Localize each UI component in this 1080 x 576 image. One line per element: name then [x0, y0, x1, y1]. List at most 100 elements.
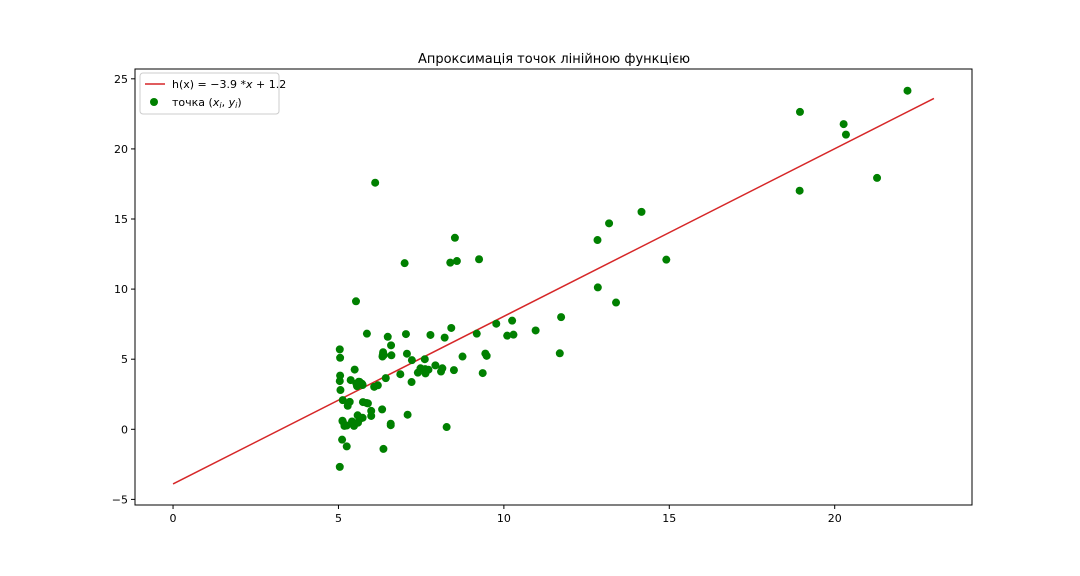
data-point-91	[795, 186, 804, 195]
data-point-49	[338, 396, 347, 405]
data-point-75	[420, 355, 429, 364]
data-point-28	[605, 219, 614, 228]
data-point-27	[531, 326, 540, 335]
data-point-4	[362, 329, 371, 338]
data-point-59	[426, 330, 435, 339]
data-point-76	[407, 356, 416, 365]
legend-points-label-sep: ,	[222, 96, 229, 109]
data-point-35	[431, 361, 440, 370]
data-point-5	[446, 258, 455, 267]
data-point-81	[335, 462, 344, 471]
data-point-38	[593, 283, 602, 292]
legend-points-label-x-sub: i	[219, 101, 222, 110]
x-tick-label-0: 0	[170, 512, 177, 525]
data-point-96	[367, 411, 376, 420]
data-point-69	[438, 364, 447, 373]
data-point-79	[350, 421, 359, 430]
data-point-43	[401, 330, 410, 339]
data-point-11	[637, 207, 646, 216]
legend-line-label-prefix: h(x) = −3.9	[172, 78, 240, 91]
data-point-68	[482, 351, 491, 360]
y-tick-label-0: 0	[121, 423, 128, 436]
legend-points-label-y: y	[228, 96, 236, 109]
data-point-47	[338, 435, 347, 444]
chart-title: Апроксимація точок лінійною функцією	[418, 52, 690, 67]
data-point-13	[447, 323, 456, 332]
x-tick-label-10: 10	[497, 512, 511, 525]
data-point-77	[421, 365, 430, 374]
data-point-93	[403, 410, 412, 419]
data-point-1	[351, 297, 360, 306]
data-point-51	[335, 377, 344, 386]
legend-box	[139, 72, 280, 115]
legend-points-label-suffix: )	[237, 96, 241, 109]
data-point-85	[509, 330, 518, 339]
data-point-99	[492, 319, 501, 328]
y-tick-label-20: 20	[114, 143, 128, 156]
legend-line-label-suffix: + 1.2	[253, 78, 287, 91]
data-point-0	[371, 178, 380, 187]
data-point-86	[555, 349, 564, 358]
data-point-32	[475, 255, 484, 264]
data-point-25	[795, 107, 804, 116]
data-point-74	[379, 444, 388, 453]
data-point-34	[440, 333, 449, 342]
legend-point-swatch	[150, 98, 158, 106]
data-point-21	[839, 120, 848, 129]
data-point-58	[449, 366, 458, 375]
data-point-78	[358, 398, 367, 407]
legend-line-label: h(x) = −3.9 *x + 1.2	[172, 78, 286, 91]
data-point-64	[378, 405, 387, 414]
x-tick-label-20: 20	[828, 512, 842, 525]
data-point-41	[396, 370, 405, 379]
data-point-89	[503, 331, 512, 340]
data-point-84	[557, 313, 566, 322]
data-point-94	[407, 378, 416, 387]
legend-points-label: точка (xi, yi)	[172, 96, 242, 110]
axes-layer: 0 5 10 15 20 −5 0 5 10 15 20 25	[112, 73, 842, 525]
data-point-45	[413, 368, 422, 377]
legend: h(x) = −3.9 *x + 1.2 точка (xi, yi)	[139, 72, 286, 115]
data-point-83	[508, 316, 517, 325]
data-point-90	[873, 173, 882, 182]
legend-line-label-star: *	[240, 78, 246, 91]
data-point-3	[400, 259, 409, 268]
data-point-66	[340, 421, 349, 430]
data-point-92	[841, 130, 850, 139]
data-point-98	[478, 369, 487, 378]
data-point-80	[353, 411, 362, 420]
data-point-26	[593, 236, 602, 245]
plot-layer	[172, 86, 935, 485]
y-tick-label--5: −5	[112, 493, 128, 506]
data-point-54	[336, 353, 345, 362]
legend-points-label-y-sub: i	[235, 101, 238, 110]
data-point-22	[350, 365, 359, 374]
legend-points-label-prefix: точка (	[172, 96, 213, 109]
data-point-31	[387, 341, 396, 350]
y-tick-label-25: 25	[114, 73, 128, 86]
x-tick-label-5: 5	[335, 512, 342, 525]
data-point-95	[355, 377, 364, 386]
data-point-29	[903, 86, 912, 95]
y-tick-label-15: 15	[114, 213, 128, 226]
data-point-8	[383, 332, 392, 341]
data-point-87	[612, 298, 621, 307]
plot-frame	[134, 68, 973, 506]
data-point-30	[342, 442, 351, 451]
x-tick-label-15: 15	[662, 512, 676, 525]
legend-points-label-x: x	[212, 96, 220, 109]
data-point-48	[387, 351, 396, 360]
data-point-7	[452, 257, 461, 266]
y-tick-label-5: 5	[121, 353, 128, 366]
legend-line-label-var: x	[245, 78, 253, 91]
y-tick-label-10: 10	[114, 283, 128, 296]
data-point-70	[335, 345, 344, 354]
data-point-60	[378, 350, 387, 359]
data-point-44	[472, 329, 481, 338]
data-point-88	[662, 255, 671, 264]
data-point-63	[442, 423, 451, 432]
regression-line	[172, 97, 935, 485]
data-point-18	[381, 374, 390, 383]
data-point-57	[336, 386, 345, 395]
